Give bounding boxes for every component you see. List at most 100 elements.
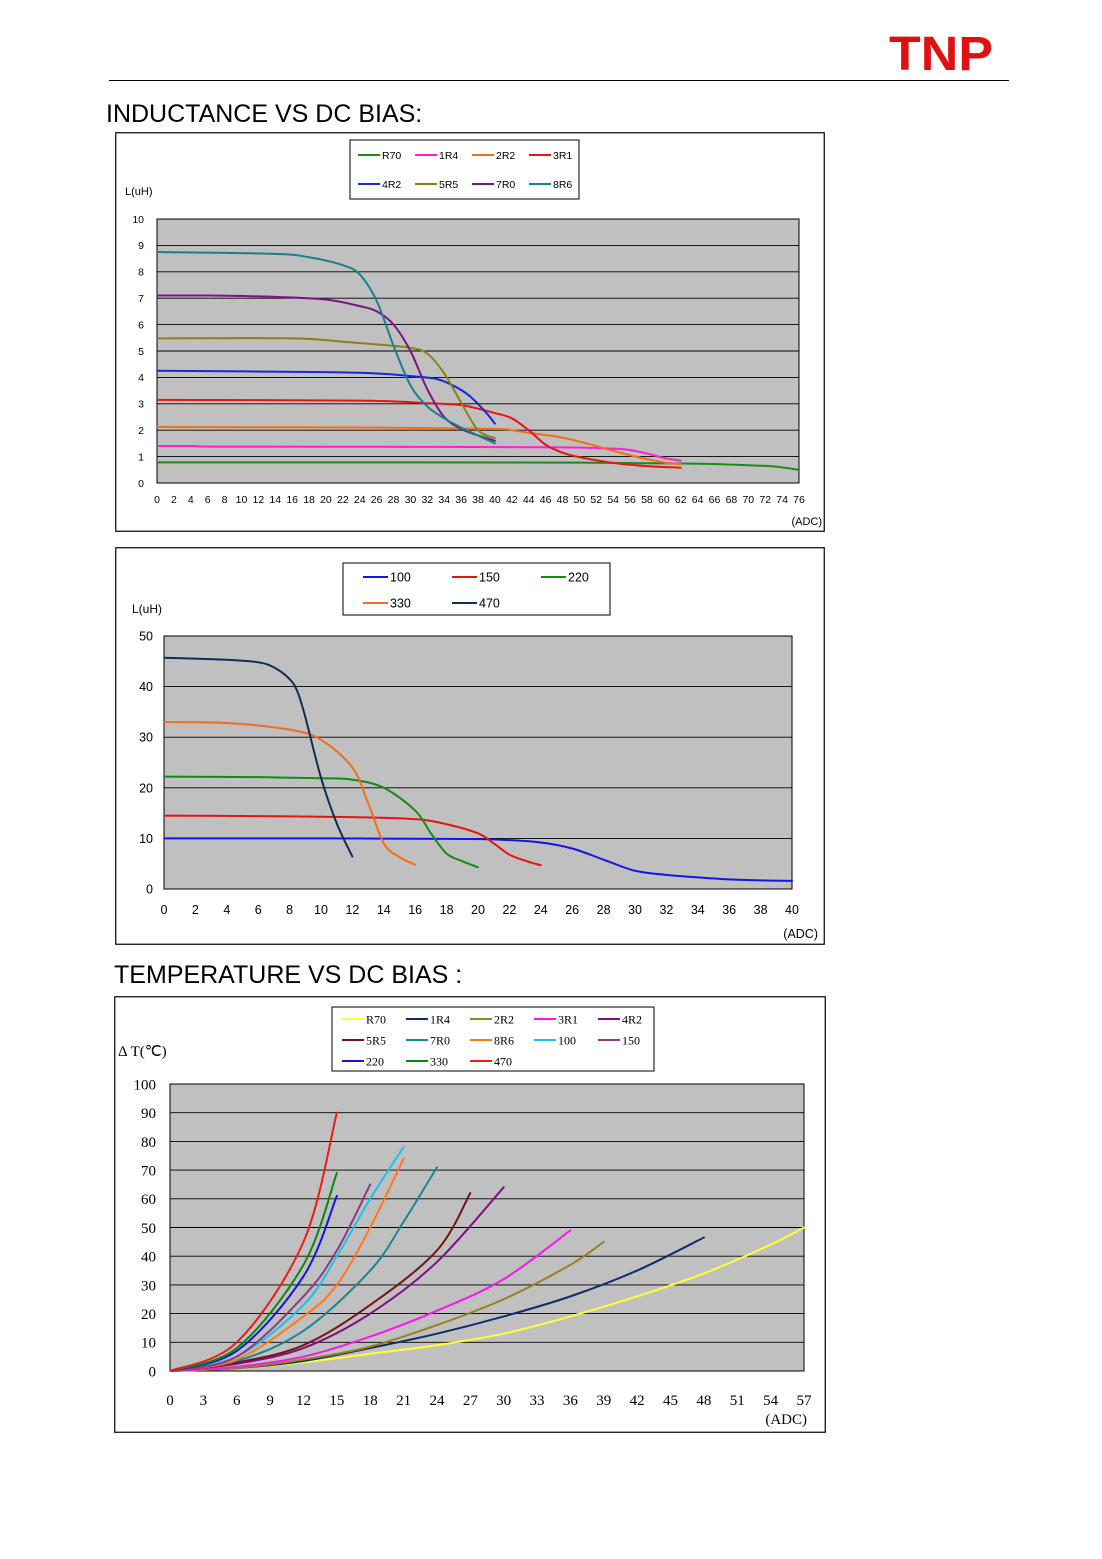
header-rule xyxy=(109,80,1009,81)
x-tick-label: 32 xyxy=(659,903,673,917)
x-tick-label: 22 xyxy=(337,494,349,506)
x-tick-label: 76 xyxy=(793,494,805,506)
heading-inductance: INDUCTANCE VS DC BIAS: xyxy=(106,100,423,128)
x-tick-label: 38 xyxy=(472,494,484,506)
x-tick-label: 51 xyxy=(730,1393,745,1409)
series-line-100 xyxy=(164,837,793,882)
x-tick-label: 14 xyxy=(377,903,391,917)
y-tick-label: 8 xyxy=(138,267,144,279)
x-tick-label: 32 xyxy=(421,494,433,506)
x-tick-label: 72 xyxy=(759,494,771,506)
y-tick-label: 100 xyxy=(134,1077,157,1093)
x-tick-label: 22 xyxy=(502,903,516,917)
y-tick-label: 30 xyxy=(141,1278,156,1294)
y-tick-label: 90 xyxy=(141,1106,156,1122)
legend-box xyxy=(349,139,580,200)
legend-label-470: 470 xyxy=(494,1054,512,1068)
heading-temperature: TEMPERATURE VS DC BIAS : xyxy=(114,961,463,989)
x-tick-label: 36 xyxy=(563,1393,579,1409)
x-tick-label: 30 xyxy=(496,1393,511,1409)
y-axis-label: L(uH) xyxy=(132,602,162,616)
series-line-150 xyxy=(164,814,542,867)
x-tick-label: 39 xyxy=(596,1393,611,1409)
legend-label-330: 330 xyxy=(430,1054,448,1068)
y-tick-label: 50 xyxy=(141,1221,156,1237)
y-tick-label: 0 xyxy=(149,1364,157,1380)
legend-label-2R2: 2R2 xyxy=(494,1012,514,1026)
x-tick-label: 10 xyxy=(314,903,328,917)
y-tick-label: 40 xyxy=(141,1250,156,1266)
series-line-2R2 xyxy=(157,426,682,465)
tnp-logo: TNP xyxy=(889,28,993,76)
x-tick-label: 30 xyxy=(405,494,417,506)
x-tick-label: 34 xyxy=(691,903,705,917)
x-tick-label: 6 xyxy=(233,1393,241,1409)
x-tick-label: 48 xyxy=(696,1393,711,1409)
x-tick-label: 18 xyxy=(303,494,315,506)
x-tick-label: 12 xyxy=(253,494,265,506)
y-tick-label: 50 xyxy=(139,630,153,644)
series-line-330 xyxy=(164,721,417,866)
plot-area xyxy=(163,635,793,890)
x-tick-label: 36 xyxy=(455,494,467,506)
x-tick-label: 12 xyxy=(296,1393,311,1409)
x-tick-label: 50 xyxy=(574,494,586,506)
legend-label-8R6: 8R6 xyxy=(494,1033,514,1047)
legend-label-5R5: 5R5 xyxy=(439,179,458,191)
x-tick-label: 48 xyxy=(557,494,569,506)
x-tick-label: 64 xyxy=(692,494,704,506)
x-tick-label: 26 xyxy=(371,494,383,506)
legend-label-470: 470 xyxy=(479,597,500,611)
legend-label-4R2: 4R2 xyxy=(382,179,401,191)
x-tick-label: 74 xyxy=(776,494,788,506)
x-tick-label: 60 xyxy=(658,494,670,506)
series-line-3R1 xyxy=(170,1229,572,1372)
x-tick-label: 68 xyxy=(726,494,738,506)
x-tick-label: 2 xyxy=(171,494,177,506)
legend-label-220: 220 xyxy=(568,571,589,585)
legend-label-150: 150 xyxy=(479,571,500,585)
y-tick-label: 40 xyxy=(139,680,153,694)
legend-label-220: 220 xyxy=(366,1054,384,1068)
x-tick-label: 70 xyxy=(742,494,754,506)
y-tick-label: 10 xyxy=(132,214,144,226)
legend-label-5R5: 5R5 xyxy=(366,1033,386,1047)
legend-label-R70: R70 xyxy=(366,1012,386,1026)
y-tick-label: 9 xyxy=(138,240,144,252)
x-tick-label: 14 xyxy=(269,494,281,506)
legend-box xyxy=(342,562,611,616)
y-axis-label: L(uH) xyxy=(125,186,153,198)
x-tick-label: 52 xyxy=(590,494,602,506)
series-line-8R6 xyxy=(157,251,496,445)
x-tick-label: 40 xyxy=(489,494,501,506)
logo-text: TNP xyxy=(889,28,993,76)
x-tick-label: 58 xyxy=(641,494,653,506)
x-tick-label: 62 xyxy=(675,494,687,506)
y-tick-label: 2 xyxy=(138,425,144,437)
y-tick-label: 7 xyxy=(138,293,144,305)
x-tick-label: 2 xyxy=(192,903,199,917)
y-tick-label: 80 xyxy=(141,1135,156,1151)
x-tick-label: 45 xyxy=(663,1393,678,1409)
x-tick-label: 16 xyxy=(286,494,298,506)
x-tick-label: 44 xyxy=(523,494,535,506)
legend-label-4R2: 4R2 xyxy=(622,1012,642,1026)
y-tick-label: 30 xyxy=(139,731,153,745)
x-tick-label: 56 xyxy=(624,494,636,506)
x-tick-label: 4 xyxy=(188,494,194,506)
x-tick-label: 20 xyxy=(471,903,485,917)
x-axis-label: (ADC) xyxy=(783,927,818,941)
x-tick-label: 0 xyxy=(166,1393,174,1409)
legend-label-R70: R70 xyxy=(382,150,401,162)
legend-label-150: 150 xyxy=(622,1033,640,1047)
x-tick-label: 0 xyxy=(154,494,160,506)
x-tick-label: 9 xyxy=(266,1393,274,1409)
x-tick-label: 18 xyxy=(440,903,454,917)
x-axis-label: (ADC) xyxy=(791,516,822,528)
series-line-7R0 xyxy=(157,294,496,442)
x-tick-label: 8 xyxy=(222,494,228,506)
x-tick-label: 34 xyxy=(438,494,450,506)
x-tick-label: 6 xyxy=(205,494,211,506)
